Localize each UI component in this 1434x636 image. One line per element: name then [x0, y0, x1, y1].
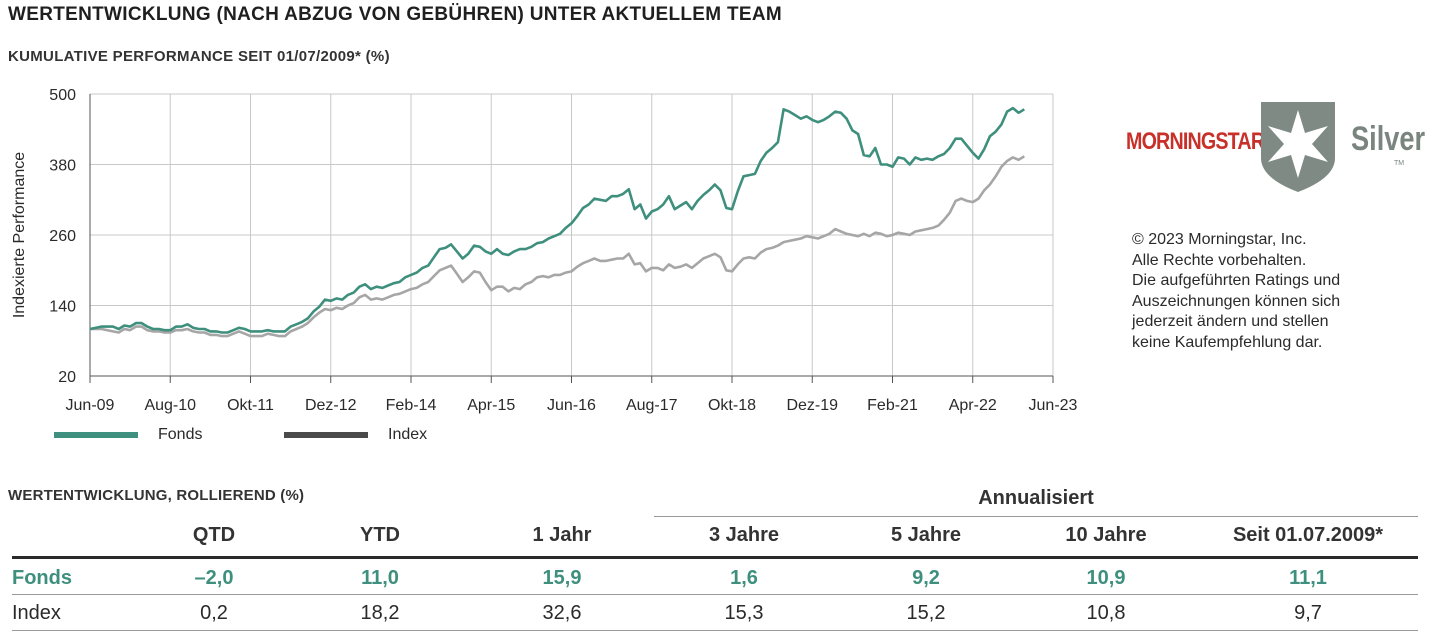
legend-fonds-label: Fonds — [158, 426, 203, 443]
annualized-divider — [654, 516, 1418, 517]
copyright-line: Alle Rechte vorbehalten. — [1132, 251, 1307, 269]
rating-level: Silver — [1351, 120, 1426, 158]
header-qtd: QTD — [192, 524, 236, 546]
morningstar-rating-logo: MORNINGSTAR Silver TM — [1126, 100, 1426, 196]
x-tick-label: Okt-18 — [708, 397, 756, 414]
table-header-divider — [12, 556, 1418, 559]
row-label: Index — [12, 602, 61, 624]
copyright-note: © 2023 Morningstar, Inc. Alle Rechte vor… — [1132, 230, 1340, 353]
legend-index-swatch — [284, 432, 368, 438]
x-tick-label: Aug-17 — [626, 397, 678, 414]
copyright-line: Die aufgeführten Ratings und — [1132, 272, 1341, 289]
x-tick-label: Jun-09 — [66, 397, 115, 414]
x-tick-label: Apr-22 — [949, 397, 997, 414]
cell-value: 1,6 — [730, 567, 758, 589]
cell-value: 18,2 — [360, 602, 400, 624]
table-bottom-divider — [12, 630, 1418, 631]
cell-value: 15,2 — [906, 602, 946, 624]
cell-value: 15,3 — [724, 602, 764, 624]
copyright-line: © 2023 Morningstar, Inc. — [1132, 231, 1307, 248]
cell-value: 15,9 — [542, 567, 582, 589]
page-title: WERTENTWICKLUNG (NACH ABZUG VON GEBÜHREN… — [8, 4, 782, 25]
y-axis-title: Indexierte Performance — [11, 152, 28, 318]
y-tick-label: 260 — [49, 228, 76, 245]
y-tick-label: 140 — [49, 299, 76, 316]
x-tick-label: Feb-14 — [386, 397, 437, 414]
morningstar-wordmark: MORNINGSTAR — [1126, 128, 1265, 155]
y-tick-label: 500 — [49, 87, 76, 104]
performance-line-chart: 20 140 260 380 500 Jun-09 Aug-10 Okt-11 Dez-12 Fe… — [11, 87, 1078, 414]
header-10-jahre: 10 Jahre — [1065, 524, 1147, 546]
chart-subtitle: KUMULATIVE PERFORMANCE SEIT 01/07/2009* … — [8, 48, 390, 65]
cell-value: 9,2 — [912, 567, 940, 589]
table-header-row: QTD YTD 1 Jahr 3 Jahre 5 Jahre 10 Jahre … — [12, 518, 1418, 552]
x-tick-label: Dez-12 — [305, 397, 357, 414]
header-3-jahre: 3 Jahre — [708, 524, 780, 546]
y-tick-label: 380 — [49, 158, 76, 175]
copyright-line: Auszeichnungen können sich — [1132, 292, 1341, 310]
row-label: Fonds — [12, 567, 72, 589]
legend-fonds-swatch — [54, 432, 138, 438]
cell-value: 10,9 — [1086, 567, 1126, 589]
header-ytd: YTD — [360, 524, 400, 546]
legend-index: Index — [284, 424, 427, 446]
cell-value: –2,0 — [194, 567, 234, 589]
table-title: WERTENTWICKLUNG, ROLLIEREND (%) — [8, 487, 305, 504]
cell-value: 11,1 — [1289, 567, 1327, 589]
cell-value: 10,8 — [1086, 602, 1126, 624]
table-row-divider — [12, 594, 1418, 595]
morningstar-star-shield-icon — [1261, 102, 1335, 192]
x-tick-label: Aug-10 — [144, 397, 196, 414]
cell-value: 11,0 — [361, 567, 399, 589]
cell-value: 0,2 — [200, 602, 228, 624]
x-tick-label: Feb-21 — [867, 397, 918, 414]
copyright-line: jederzeit ändern und stellen — [1132, 313, 1329, 330]
cell-value: 32,6 — [542, 602, 582, 624]
header-1-jahr: 1 Jahr — [532, 524, 592, 546]
table-row-fonds: Fonds –2,0 11,0 15,9 1,6 9,2 10,9 11,1 — [12, 561, 1418, 595]
header-seit: Seit 01.07.2009* — [1232, 524, 1384, 546]
table-row-index: Index 0,2 18,2 32,6 15,3 15,2 10,8 9,7 — [12, 596, 1418, 630]
x-tick-label: Jun-23 — [1029, 397, 1078, 414]
x-tick-label: Dez-19 — [786, 397, 838, 414]
legend-index-label: Index — [388, 426, 428, 443]
header-5-jahre: 5 Jahre — [890, 524, 962, 546]
rating-trademark: TM — [1394, 160, 1405, 167]
x-tick-label: Apr-15 — [467, 397, 515, 414]
x-tick-label: Jun-16 — [547, 397, 596, 414]
legend-fonds: Fonds — [54, 424, 202, 446]
series-line-index — [90, 155, 1025, 338]
annualized-header: Annualisiert — [978, 487, 1094, 509]
y-tick-label: 20 — [58, 369, 76, 386]
series-line-fonds — [89, 106, 1025, 334]
copyright-line: keine Kaufempfehlung dar. — [1132, 333, 1323, 351]
cell-value: 9,7 — [1294, 602, 1322, 624]
x-tick-label: Okt-11 — [227, 397, 274, 414]
